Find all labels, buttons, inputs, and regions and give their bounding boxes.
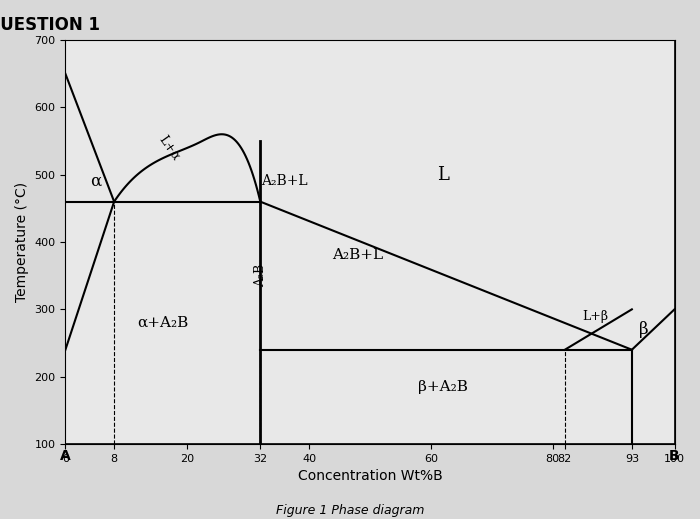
Text: A₂B+L: A₂B+L xyxy=(261,174,308,188)
Text: A₂B+L: A₂B+L xyxy=(332,249,384,263)
Text: β+A₂B: β+A₂B xyxy=(418,380,468,394)
X-axis label: Concentration Wt%B: Concentration Wt%B xyxy=(298,469,442,483)
Text: A: A xyxy=(60,449,71,463)
Text: L+α: L+α xyxy=(156,133,182,163)
Text: L: L xyxy=(437,166,449,184)
Text: β: β xyxy=(639,321,649,338)
Text: QUESTION 1: QUESTION 1 xyxy=(0,15,100,33)
Text: α: α xyxy=(90,173,101,190)
Text: Figure 1 Phase diagram: Figure 1 Phase diagram xyxy=(276,504,424,517)
Text: B: B xyxy=(669,449,680,463)
Text: L+β: L+β xyxy=(582,309,608,323)
Y-axis label: Temperature (°C): Temperature (°C) xyxy=(15,182,29,302)
Text: A₂B: A₂B xyxy=(254,264,267,288)
Text: α+A₂B: α+A₂B xyxy=(137,316,188,330)
